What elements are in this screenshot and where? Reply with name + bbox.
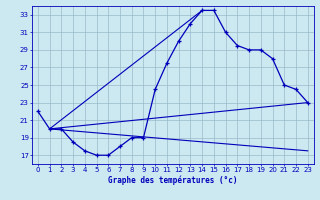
X-axis label: Graphe des températures (°c): Graphe des températures (°c) (108, 175, 237, 185)
